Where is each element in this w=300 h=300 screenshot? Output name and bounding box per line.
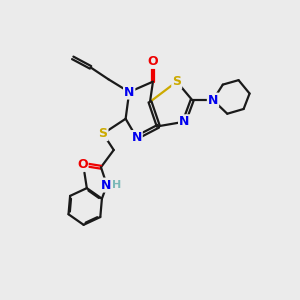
Text: N: N xyxy=(100,178,111,192)
Text: S: S xyxy=(172,75,181,88)
Text: N: N xyxy=(131,131,142,144)
Text: N: N xyxy=(124,85,134,98)
Text: O: O xyxy=(148,55,158,68)
Text: N: N xyxy=(179,115,189,128)
Text: S: S xyxy=(98,127,107,140)
Text: H: H xyxy=(112,180,122,190)
Text: O: O xyxy=(77,158,88,171)
Text: N: N xyxy=(208,94,218,106)
